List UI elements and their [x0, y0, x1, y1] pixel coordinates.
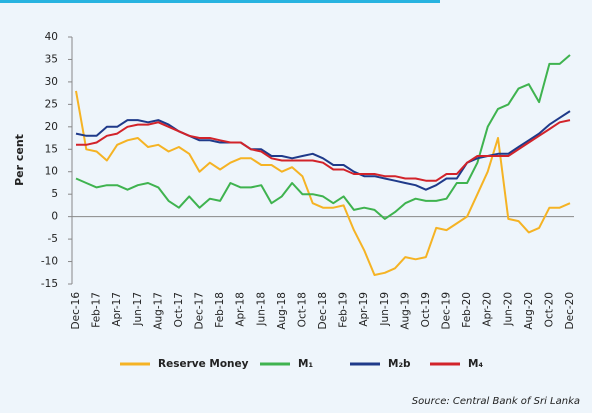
x-tick-label: Aug-18 — [276, 292, 288, 330]
x-tick-label: Jun-18 — [255, 292, 267, 327]
y-tick-label: 15 — [45, 143, 58, 155]
y-tick-label: 25 — [45, 98, 58, 110]
y-tick-label: 5 — [51, 188, 58, 200]
y-tick-label: 30 — [45, 76, 58, 88]
x-tick-label: Oct-19 — [420, 292, 432, 327]
x-tick-label: Dec-19 — [441, 292, 453, 329]
series-line — [76, 119, 571, 182]
x-tick-label: Feb-17 — [91, 292, 103, 328]
x-tick-label: Aug-20 — [523, 292, 535, 330]
legend-label: M₂b — [388, 358, 411, 370]
legend-label: Reserve Money — [158, 358, 249, 370]
y-tick-label: 40 — [45, 31, 58, 43]
y-tick-label: -15 — [41, 278, 58, 290]
y-tick-label: 20 — [45, 121, 58, 133]
y-tick-label: 0 — [51, 211, 58, 223]
series-line — [75, 54, 571, 220]
series-line — [75, 110, 571, 191]
x-tick-label: Dec-17 — [194, 292, 206, 329]
x-tick-label: Oct-18 — [296, 292, 308, 327]
series-line — [75, 90, 571, 276]
y-tick-label: -5 — [48, 233, 58, 245]
x-tick-label: Apr-19 — [358, 292, 370, 327]
legend-label: M₁ — [298, 358, 313, 370]
x-tick-label: Apr-18 — [235, 292, 247, 327]
top-rule — [0, 0, 440, 3]
x-tick-label: Dec-18 — [317, 292, 329, 329]
y-axis-label: Per cent — [13, 134, 26, 186]
x-tick-label: Oct-17 — [173, 292, 185, 327]
y-tick-label: 35 — [45, 53, 58, 65]
legend-label: M₄ — [468, 358, 483, 370]
x-tick-label: Jun-20 — [502, 292, 514, 327]
x-tick-label: Aug-19 — [399, 292, 411, 330]
x-tick-label: Feb-18 — [214, 292, 226, 328]
x-tick-label: Jun-19 — [379, 292, 391, 327]
x-tick-label: Jun-17 — [132, 292, 144, 327]
x-tick-label: Feb-19 — [338, 292, 350, 328]
x-tick-label: Dec-20 — [564, 292, 576, 329]
x-tick-label: Aug-17 — [152, 292, 164, 330]
x-tick-label: Oct-20 — [543, 292, 555, 327]
x-tick-label: Feb-20 — [461, 292, 473, 328]
x-tick-label: Dec-16 — [70, 292, 82, 330]
source: Source: Central Bank of Sri Lanka — [412, 396, 580, 407]
x-tick-label: Apr-17 — [111, 292, 123, 327]
x-tick-label: Apr-20 — [482, 292, 494, 327]
y-tick-label: -10 — [41, 256, 58, 268]
y-tick-label: 10 — [45, 166, 58, 178]
